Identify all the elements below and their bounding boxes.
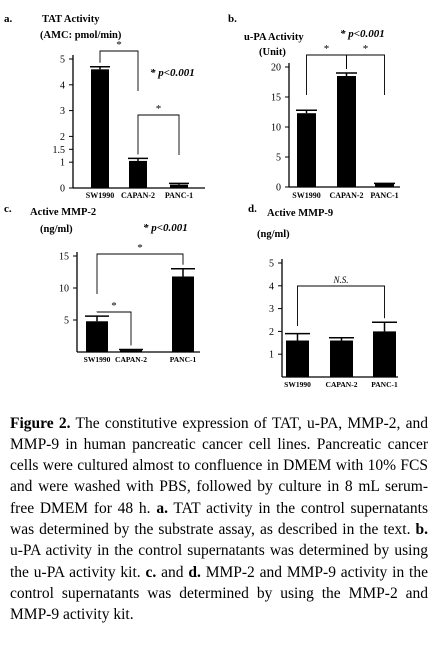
panel-a-y-tick-label: 1 [60, 158, 65, 169]
panel-a-bar-sw1990 [91, 69, 109, 188]
panel-a-bracket [137, 114, 180, 155]
panel-c-bar-panc-1 [172, 276, 194, 352]
panel-d-category-label: CAPAN-2 [326, 380, 358, 389]
panel-a-label: a. [4, 13, 13, 25]
panel-d-y-tick-label: 2 [269, 327, 274, 338]
panel-c-bracket-label: * [137, 242, 143, 254]
panel-c-label: c. [4, 203, 12, 215]
panel-a-category-label: PANC-1 [165, 191, 193, 200]
caption-b-text: u-PA activity in the control supernatant… [10, 542, 428, 581]
panel-c-unit: (ng/ml) [40, 224, 73, 235]
panel-c-y-tick-label: 15 [59, 252, 69, 263]
panel-a-y-tick-label: 4 [60, 80, 65, 91]
panel-b-significance: * p<0.001 [340, 28, 385, 40]
panel-b-unit: (Unit) [259, 47, 286, 58]
caption-a-label: a. [156, 499, 168, 517]
panel-d-bar-sw1990 [286, 340, 309, 377]
panel-a-significance: * p<0.001 [150, 67, 195, 79]
panel-c-bracket [96, 253, 184, 294]
figure-caption: Figure 2. The constitutive expression of… [10, 413, 428, 626]
panel-d-category-label: SW1990 [284, 380, 311, 389]
panel-d-y-tick-label: 4 [269, 281, 274, 292]
panel-a-bracket-label: * [116, 39, 122, 51]
panel-d-y-tick-label: 3 [269, 304, 274, 315]
panel-a-bracket [99, 50, 139, 91]
panel-b-bar-sw1990 [297, 113, 316, 187]
panel-d-title: Active MMP-9 [267, 208, 333, 219]
caption-b-label: b. [415, 520, 429, 538]
caption-d-label: d. [188, 563, 201, 581]
caption-c-label: c. [145, 563, 157, 581]
panel-a-bar-capan-2 [129, 160, 147, 188]
panel-b-category-label: PANC-1 [370, 191, 398, 200]
panel-d-bracket [297, 285, 385, 326]
panel-b-bracket-label: * [324, 43, 330, 55]
panel-c-y-tick-label: 10 [59, 284, 69, 295]
panel-d-y-tick-label: 5 [269, 259, 274, 270]
panel-d-category-label: PANC-1 [371, 380, 398, 389]
panel-a-category-label: SW1990 [86, 191, 114, 200]
panel-d-bar-capan-2 [330, 340, 353, 377]
panel-a-y-tick-label: 1.5 [53, 145, 66, 156]
panel-b-label: b. [228, 13, 237, 25]
panel-b-y-tick-label: 10 [271, 123, 281, 134]
caption-heading: Figure 2. [10, 414, 71, 432]
panel-d-bracket-label: N.S. [332, 275, 348, 285]
panel-d-label: d. [248, 203, 257, 215]
panel-b-category-label: CAPAN-2 [329, 191, 363, 200]
caption-cd-text: MMP-2 and MMP-9 activity in the control … [10, 563, 428, 624]
panel-a-y-tick-label: 5 [60, 55, 65, 66]
panel-c-y-tick-label: 5 [64, 316, 69, 327]
panel-a-category-label: CAPAN-2 [121, 191, 155, 200]
panel-d-unit: (ng/ml) [257, 229, 290, 240]
panel-b-bar-capan-2 [337, 76, 356, 187]
panel-c-bracket [96, 311, 132, 346]
panel-b-category-label: SW1990 [292, 191, 320, 200]
panel-c-title: Active MMP-2 [30, 207, 96, 218]
caption-a-text: TAT activity in the control supernatants… [10, 499, 428, 538]
panel-c-bracket-label: * [111, 300, 117, 312]
panel-a-y-tick-label: 3 [60, 106, 65, 117]
panel-c-significance: * p<0.001 [143, 222, 188, 234]
panel-a-bracket-label: * [156, 103, 162, 115]
panel-c-category-label: SW1990 [84, 355, 111, 364]
panel-a-bar-panc-1 [170, 184, 188, 188]
panel-b-bracket [346, 54, 385, 95]
figure-panels: a. TAT Activity (AMC: pmol/min) 0 1 1.5 2 3 4 5 SW… [4, 13, 400, 389]
panel-c-category-label: CAPAN-2 [115, 355, 147, 364]
panel-b-bracket-label: * [363, 43, 369, 55]
panel-c-category-label: PANC-1 [170, 355, 197, 364]
panel-b-y-tick-label: 15 [271, 93, 281, 104]
panel-b-y-tick-label: 0 [276, 183, 281, 194]
caption-and-text: and [156, 563, 189, 581]
panel-a-title: TAT Activity [42, 14, 100, 25]
panel-b-y-tick-label: 5 [276, 153, 281, 164]
panel-c-bar-capan-2 [120, 350, 142, 352]
caption-intro: The constitutive expression of TAT, u-PA… [10, 414, 428, 517]
panel-b-bar-panc-1 [375, 184, 394, 187]
panel-d-y-tick-label: 1 [269, 350, 274, 361]
panel-b-title: u-PA Activity [244, 32, 304, 43]
panel-a-unit: (AMC: pmol/min) [40, 30, 122, 41]
panel-a-y-tick-label: 2 [60, 132, 65, 143]
panel-a-y-tick-label: 0 [60, 184, 65, 195]
panel-c-bar-sw1990 [86, 321, 108, 352]
panel-b-y-tick-label: 20 [271, 63, 281, 74]
panel-d-bar-panc-1 [373, 331, 396, 377]
